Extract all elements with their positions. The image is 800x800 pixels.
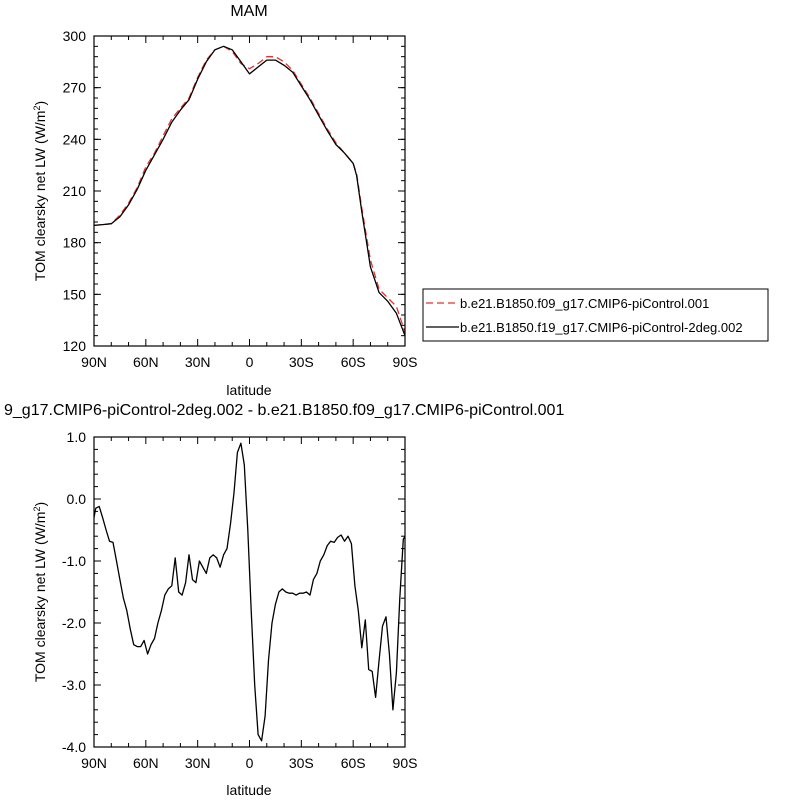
bottom-x-tick-label: 30S bbox=[289, 755, 314, 771]
chart-bottom-title: 9_g17.CMIP6-piControl-2deg.002 - b.e21.B… bbox=[4, 402, 564, 419]
chart-top-legend: b.e21.B1850.f09_g17.CMIP6-piControl.001b… bbox=[422, 288, 769, 342]
top-x-tick-label: 0 bbox=[246, 354, 254, 370]
bottom-y-tick-label: -1.0 bbox=[62, 553, 86, 569]
chart-bottom-xlabel: latitude bbox=[226, 782, 271, 798]
top-series-0-line bbox=[93, 45, 406, 333]
top-y-tick-label: 120 bbox=[63, 338, 87, 354]
bottom-x-tick-label: 30N bbox=[185, 755, 211, 771]
legend-entry-label: b.e21.B1850.f09_g17.CMIP6-piControl.001 bbox=[460, 296, 709, 311]
top-x-tick-label: 30N bbox=[185, 354, 211, 370]
top-x-tick-label: 60S bbox=[341, 354, 366, 370]
top-x-tick-label: 60N bbox=[133, 354, 159, 370]
chart-top-xlabel: latitude bbox=[226, 382, 271, 398]
legend-box bbox=[422, 288, 769, 342]
bottom-y-tick-label: -3.0 bbox=[62, 677, 86, 693]
bottom-y-tick-label: 1.0 bbox=[67, 429, 87, 445]
bottom-y-tick-label: -4.0 bbox=[62, 739, 86, 755]
top-y-tick-label: 240 bbox=[63, 131, 87, 147]
top-y-tick-label: 270 bbox=[63, 80, 87, 96]
top-frame bbox=[93, 35, 406, 347]
top-y-tick-label: 180 bbox=[63, 235, 87, 251]
chart-bottom-plot: 90N 60N 30N 0 30S 60S 90S 1.0 0.0 -1.0 -2.0 -3.0 -4.… bbox=[62, 429, 418, 771]
top-series-1-line bbox=[93, 45, 406, 336]
chart-top-title: MAM bbox=[230, 3, 267, 20]
bottom-x-tick-label: 0 bbox=[246, 755, 254, 771]
chart-bottom-ylabel: TOM clearsky net LW (W/m2) bbox=[32, 502, 48, 682]
top-x-tick-label: 90S bbox=[393, 354, 418, 370]
legend-entry-label: b.e21.B1850.f19_g17.CMIP6-piControl-2deg… bbox=[460, 320, 743, 335]
top-x-tick-label: 90N bbox=[81, 354, 107, 370]
bottom-y-tick-label: -2.0 bbox=[62, 615, 86, 631]
chart-top: MAM 90N 60N 30N 0 30S 60S 90S 300 270 240 210 180 15… bbox=[32, 3, 769, 398]
top-y-tick-label: 150 bbox=[63, 286, 87, 302]
bottom-series-0-line bbox=[93, 442, 406, 742]
chart-top-plot: 90N 60N 30N 0 30S 60S 90S 300 270 240 210 180 150 120 bbox=[63, 28, 418, 370]
top-x-tick-label: 30S bbox=[289, 354, 314, 370]
chart-bottom: 9_g17.CMIP6-piControl-2deg.002 - b.e21.B… bbox=[4, 402, 564, 798]
bottom-x-tick-label: 60N bbox=[133, 755, 159, 771]
bottom-frame bbox=[93, 436, 406, 748]
bottom-y-tick-label: 0.0 bbox=[67, 491, 87, 507]
bottom-x-tick-label: 90N bbox=[81, 755, 107, 771]
bottom-x-tick-label: 60S bbox=[341, 755, 366, 771]
top-y-tick-label: 210 bbox=[63, 183, 87, 199]
top-y-tick-label: 300 bbox=[63, 28, 87, 44]
chart-top-ylabel: TOM clearsky net LW (W/m2) bbox=[32, 101, 48, 281]
bottom-x-tick-label: 90S bbox=[393, 755, 418, 771]
